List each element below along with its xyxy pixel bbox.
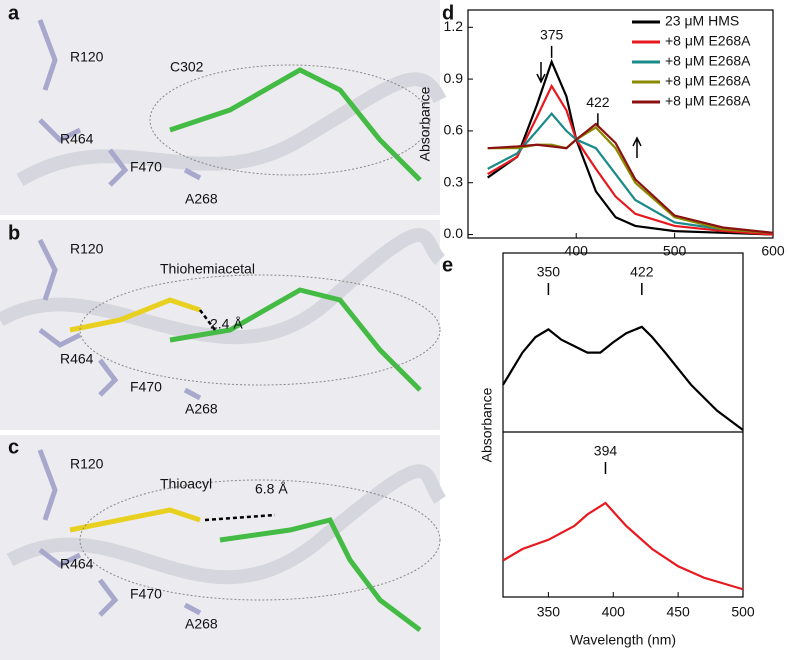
residue-label: R120: [70, 49, 104, 65]
spectrum-line: [487, 111, 774, 234]
residue-label: 6.8 Å: [255, 481, 288, 497]
residue-label: A268: [185, 401, 218, 417]
residue-label: A268: [185, 191, 218, 207]
peak-label: 394: [594, 443, 618, 459]
y-tick-label: 0.9: [444, 70, 464, 86]
y-tick-label: 0.3: [444, 173, 464, 189]
spectrum-line: [502, 325, 744, 431]
legend-label: +8 μM E268A: [665, 53, 751, 69]
plot-frame: [467, 9, 774, 239]
x-tick-label: 400: [602, 604, 626, 620]
x-axis-label: Wavelength (nm): [570, 632, 676, 648]
spectrum-line: [502, 501, 744, 591]
peak-label: 375: [540, 27, 564, 43]
y-axis-label: Absorbance: [417, 86, 433, 161]
plot-frame: [502, 252, 744, 598]
residue-label: R120: [70, 456, 104, 472]
peak-label: 422: [630, 264, 654, 280]
residue-label: R120: [70, 241, 104, 257]
arrow-down: [536, 62, 546, 84]
structure-panels: [0, 0, 447, 660]
ribbons: [0, 72, 447, 585]
y-tick-label: 0.0: [444, 225, 464, 241]
residue-label: A268: [185, 616, 218, 632]
legend-label: +8 μM E268A: [665, 33, 751, 49]
y-axis-label: Absorbance: [479, 387, 495, 462]
residue-label: Thioacyl: [160, 476, 212, 492]
peak-label: 350: [537, 264, 561, 280]
panel-b-bg: [0, 220, 440, 430]
residue-label: R464: [60, 556, 94, 572]
spectrum-line: [487, 126, 774, 234]
residue-label: Thiohemiacetal: [160, 261, 255, 277]
panel-a-bg: [0, 0, 440, 215]
panel-label: a: [8, 2, 20, 24]
residue-label: F470: [130, 586, 162, 602]
panel-label: c: [8, 436, 19, 458]
distance-lines: [199, 309, 276, 522]
x-tick-label: 600: [761, 243, 785, 259]
peak-label: 422: [586, 94, 610, 110]
residue-label: R464: [60, 131, 94, 147]
legend-label: 23 μM HMS: [665, 13, 739, 29]
panel-label: d: [442, 2, 454, 24]
spectrum-line: [487, 122, 774, 234]
residue-label: F470: [130, 379, 162, 395]
legend-label: +8 μM E268A: [665, 93, 751, 109]
x-tick-label: 350: [537, 604, 561, 620]
spectrum-line: [487, 58, 774, 236]
spectrum-line: [487, 83, 774, 236]
residue-label: 2.4 Å: [210, 316, 243, 332]
y-tick-label: 0.6: [444, 122, 464, 138]
panel-label: b: [8, 222, 20, 244]
legend-label: +8 μM E268A: [665, 73, 751, 89]
ligand: [169, 67, 422, 632]
y-tick-label: 1.2: [444, 18, 464, 34]
residue-sticks: [37, 19, 202, 617]
x-tick-label: 450: [666, 604, 690, 620]
residue-label: R464: [60, 351, 94, 367]
arrow-up: [632, 136, 642, 158]
density-mesh: [79, 64, 441, 601]
residue-label: C302: [170, 59, 204, 75]
thio-sticks: [69, 297, 201, 533]
panel-label: e: [442, 254, 453, 276]
x-tick-label: 500: [731, 604, 755, 620]
x-tick-label: 500: [663, 243, 687, 259]
x-tick-label: 400: [565, 243, 589, 259]
residue-label: F470: [130, 159, 162, 175]
